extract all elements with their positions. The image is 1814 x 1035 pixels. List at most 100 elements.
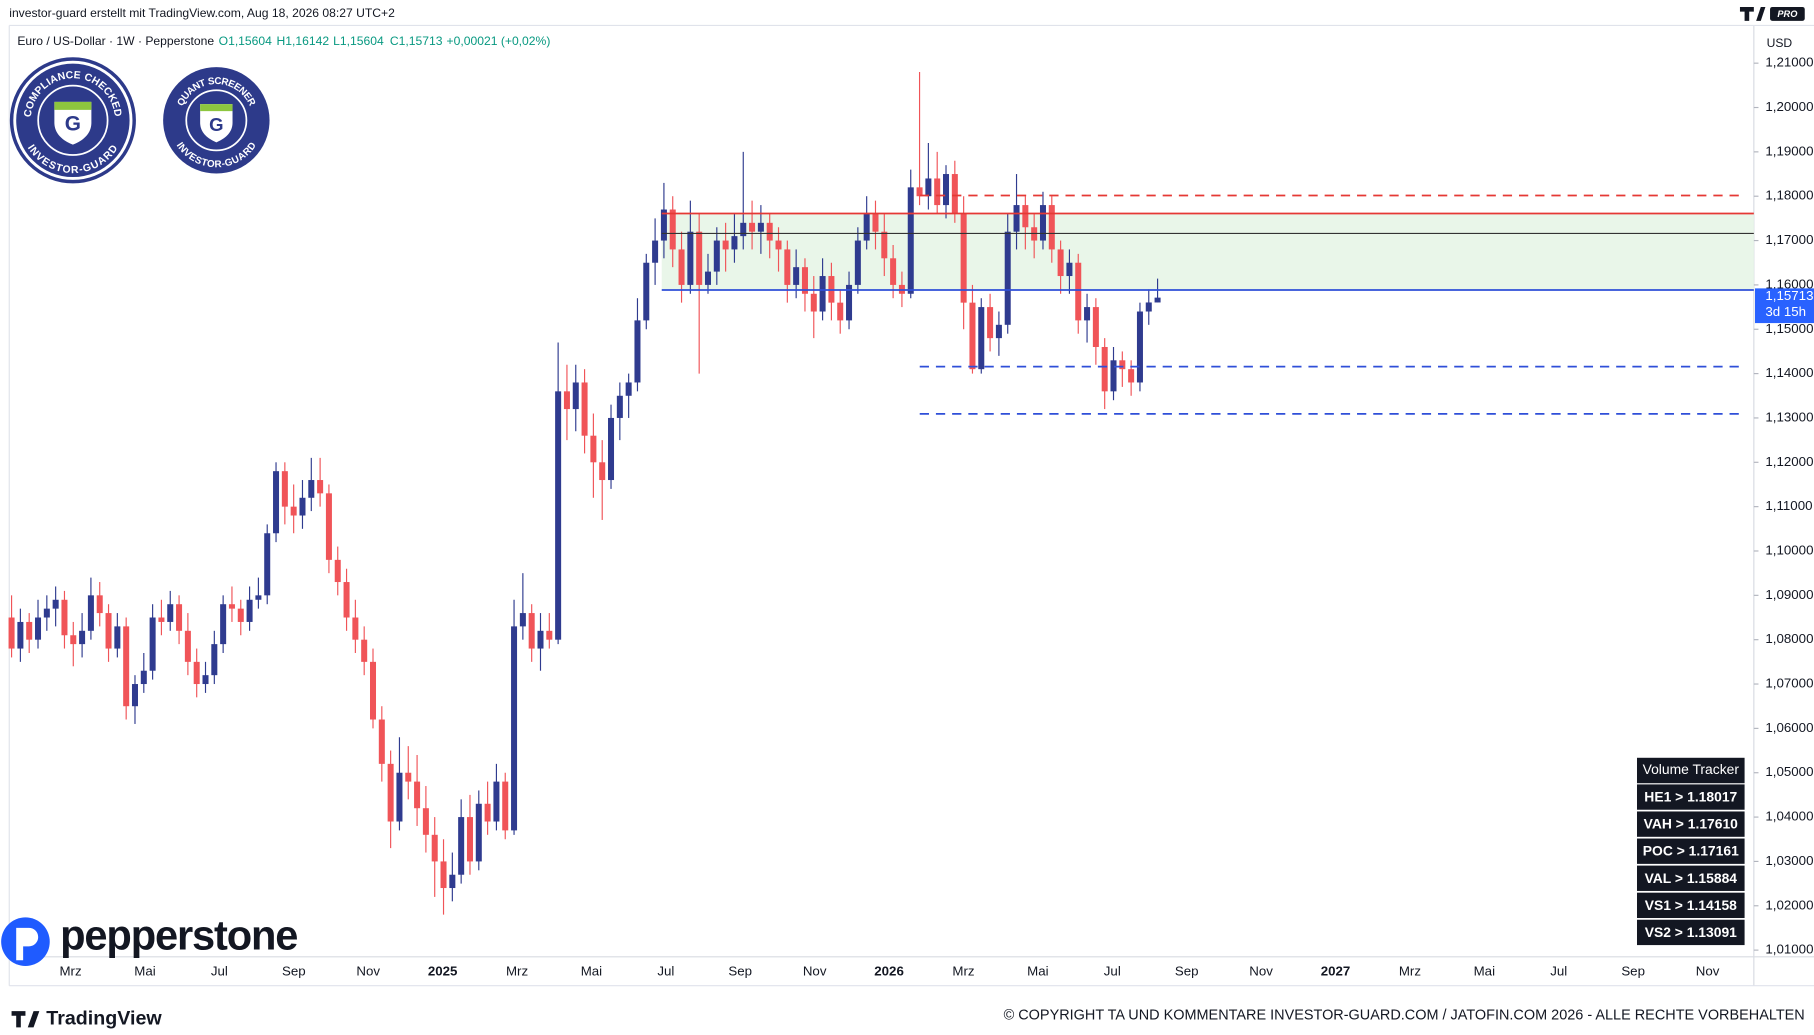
shield [200,104,233,143]
candle-body [325,493,332,560]
candle-body [581,382,588,436]
candle-body [140,670,147,685]
x-tick-label: Mai [581,963,602,978]
candle-body [872,213,879,232]
y-tick-label: 1,11000 [1765,498,1812,513]
candle-body [995,324,1002,339]
badge-inner [185,89,248,152]
table-title: Volume Tracker [1643,761,1740,777]
candle-body [766,222,773,241]
candle-body [290,506,297,516]
candle-body [466,817,473,862]
x-tick-label: Sep [282,963,306,978]
candle-body [8,617,15,649]
candle-body [361,639,368,662]
candle-body [934,178,941,206]
candle-body [184,630,191,662]
ohlc-high: H1,16142 [276,34,329,48]
y-tick-label: 1,09000 [1765,587,1813,602]
candle-body [255,595,262,600]
candle-body [608,417,615,481]
candle-body [1048,205,1055,250]
candle-body [79,630,86,645]
candle-body [678,249,685,285]
candle-body [537,630,544,649]
shield-letter: G [65,112,81,135]
candle-body [1119,360,1126,370]
pro-box [1770,6,1805,21]
candle-body [123,626,130,707]
candle-body [1101,346,1108,392]
table-header-bg [1636,757,1745,784]
candle-body [1145,302,1152,312]
candle-body [546,630,553,640]
candle-body [26,621,33,640]
candle-body [696,231,703,285]
table-row: POC > 1.17161 [1643,843,1739,859]
candle-body [317,480,324,494]
tv-icon [1739,6,1766,21]
shield-letter: G [209,114,223,135]
candle-body [17,621,24,649]
y-tick-label: 1,15000 [1765,321,1813,336]
y-tick-label: 1,16000 [1765,276,1813,291]
badge-inner [37,84,109,156]
x-tick-label: Mrz [59,963,81,978]
candle-body [1066,262,1073,277]
candle-body [299,497,306,516]
candle-body [775,240,782,250]
table-row-bg [1636,892,1745,919]
candle-body [61,599,68,636]
candle-body [396,772,403,822]
candle-body [987,307,994,339]
candle-body [343,582,350,618]
brand-logo: TradingView [11,1007,162,1029]
candle-body [387,763,394,822]
x-tick-label: 2025 [428,963,458,978]
candle-body [757,222,764,232]
candle-body [378,719,385,764]
y-tick-label: 1,12000 [1765,454,1813,469]
candle-body [176,604,183,631]
y-tick-label: 1,05000 [1765,764,1813,779]
x-tick-label: Jul [1104,963,1121,978]
ohlc-open: O1,15604 [219,34,273,48]
candle-body [449,874,456,889]
candle-body [193,661,200,685]
candle-body [722,240,729,250]
table-row: VS2 > 1.13091 [1645,924,1737,940]
table-row: VAH > 1.17610 [1644,816,1739,832]
y-tick-label: 1,03000 [1765,853,1813,868]
y-tick-label: 1,10000 [1765,543,1813,558]
candle-body [907,187,914,294]
ohlc-low: L1,15604 [333,34,384,48]
candle-body [1075,262,1082,321]
candle-body [1013,205,1020,232]
candle-body [652,240,659,263]
badge: G COMPLIANCE CHECKED INVESTOR-GUARD [9,57,136,184]
candle-body [414,781,421,809]
candle-body [793,267,800,285]
candle-body [114,626,121,649]
y-tick-label: 1,01000 [1765,942,1813,957]
candle-body [925,178,932,197]
candle-body [352,617,359,640]
candle-body [334,559,341,583]
candle-body [35,617,42,640]
candle-body [1022,205,1029,228]
broker-logo: pepperstone [1,911,298,967]
candle-body [801,267,808,294]
table-row: VAL > 1.15884 [1645,870,1738,886]
candle-body [264,533,271,596]
shield-top [200,104,233,112]
candle-body [1136,311,1143,383]
copyright: © COPYRIGHT TA UND KOMMENTARE INVESTOR-G… [1004,1008,1805,1024]
x-tick-label: Mai [134,963,155,978]
tv-pro-logo: PRO [1739,6,1805,21]
candle-body [643,262,650,321]
candle-body [960,213,967,303]
candle-body [740,222,747,237]
candle-body [784,249,791,285]
candle-body [528,613,535,649]
